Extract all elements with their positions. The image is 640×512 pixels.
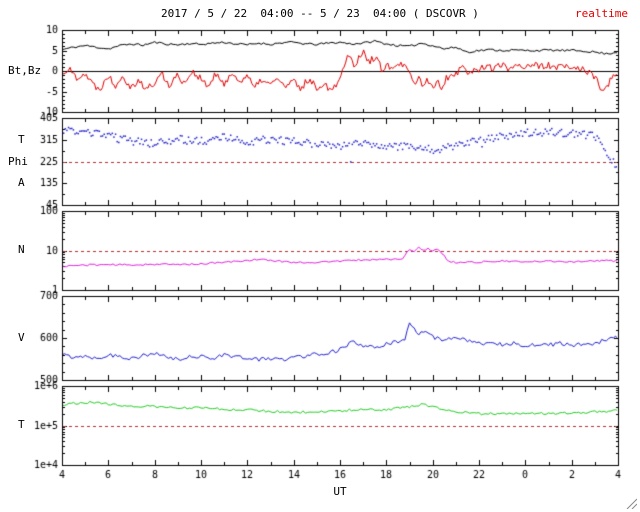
panel-label-bt-bz: Bt,Bz [8,64,42,77]
realtime-badge: realtime [575,7,628,20]
x-axis-label: UT [333,485,347,498]
chart-title: 2017 / 5 / 22 04:00 -- 5 / 23 04:00 ( DS… [161,7,479,20]
panel-label-velocity: V [18,331,25,344]
resize-handle-icon[interactable] [625,497,637,509]
panel-label-a-angle: A [18,176,25,189]
panel-label-temperature: T [18,418,25,431]
panel-label-t-angle: T [18,133,25,146]
panel-label-phi: Phi [8,155,28,168]
panel-label-density: N [18,243,25,256]
